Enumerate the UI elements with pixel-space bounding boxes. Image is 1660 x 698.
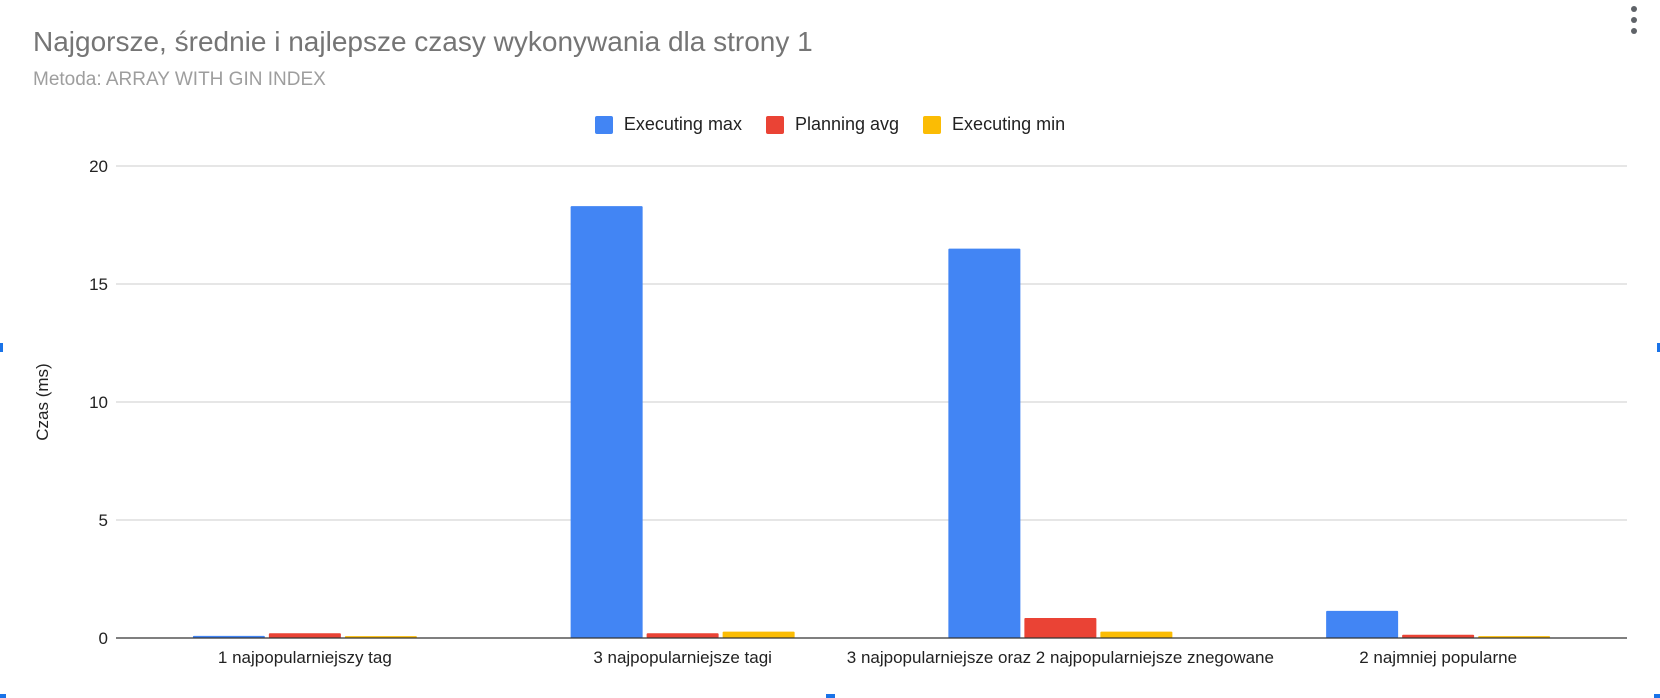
y-axis-label: Czas (ms)	[33, 363, 52, 440]
legend-swatch-executing-min	[923, 115, 942, 134]
x-tick-label: 1 najpopularniejszy tag	[218, 648, 392, 667]
bar	[1326, 610, 1399, 638]
chart-legend: Executing max Planning avg Executing min	[0, 114, 1660, 135]
y-tick-label: 15	[89, 275, 108, 294]
selection-handle-right[interactable]	[1657, 343, 1660, 352]
legend-item-executing-max[interactable]: Executing max	[594, 114, 742, 135]
bar	[570, 206, 643, 638]
y-tick-label: 20	[89, 157, 108, 176]
selection-handle-bottom-right[interactable]	[1654, 694, 1660, 698]
selection-handle-bottom[interactable]	[826, 694, 835, 698]
legend-item-executing-min[interactable]: Executing min	[923, 114, 1065, 135]
bar	[1100, 631, 1173, 638]
x-tick-label: 3 najpopularniejsze tagi	[593, 648, 772, 667]
chart-title: Najgorsze, średnie i najlepsze czasy wyk…	[33, 26, 813, 57]
bar	[646, 633, 719, 638]
chart-subtitle: Metoda: ARRAY WITH GIN INDEX	[33, 69, 326, 90]
more-vert-icon[interactable]	[1628, 6, 1640, 34]
selection-handle-bottom-left[interactable]	[0, 694, 6, 698]
selection-handle-left[interactable]	[0, 343, 3, 352]
legend-item-planning-avg[interactable]: Planning avg	[765, 114, 900, 135]
legend-label-planning-avg: Planning avg	[794, 114, 900, 134]
y-tick-label: 10	[89, 393, 108, 412]
legend-label-executing-min: Executing min	[952, 114, 1066, 134]
bar	[948, 248, 1021, 638]
legend-swatch-executing-max	[594, 115, 613, 134]
legend-label-executing-max: Executing max	[623, 114, 742, 134]
bar	[1402, 634, 1475, 638]
legend-swatch-planning-avg	[765, 115, 784, 134]
bar	[1024, 617, 1097, 638]
x-tick-label: 2 najmniej popularne	[1359, 648, 1517, 667]
bar	[268, 633, 341, 638]
x-tick-label: 3 najpopularniejsze oraz 2 najpopularnie…	[847, 648, 1274, 667]
y-tick-label: 0	[99, 629, 108, 648]
bar	[722, 631, 795, 638]
y-tick-label: 5	[99, 511, 108, 530]
